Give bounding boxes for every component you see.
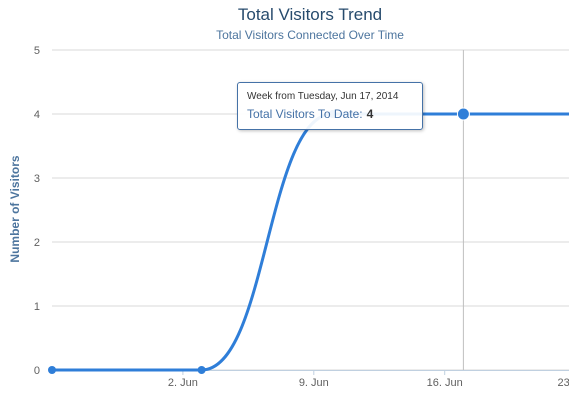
x-tick-label: 23. Jun	[558, 377, 569, 389]
y-tick-label: 2	[34, 237, 40, 249]
x-tick-label: 16. Jun	[427, 377, 463, 389]
y-tick-label: 5	[34, 45, 40, 57]
y-tick-label: 3	[34, 173, 40, 185]
x-tick-label: 2. Jun	[168, 377, 198, 389]
data-point	[197, 366, 206, 374]
y-tick-label: 0	[34, 365, 40, 377]
data-point	[48, 366, 56, 374]
chart-subtitle: Total Visitors Connected Over Time	[216, 28, 404, 42]
series-line	[51, 112, 569, 372]
chart-title: Total Visitors Trend	[237, 5, 383, 24]
data-point	[456, 107, 470, 121]
x-tick-label: 9. Jun	[299, 377, 329, 389]
y-tick-label: 4	[34, 109, 40, 121]
tooltip-header: Week from Tuesday, Jun 17, 2014	[247, 91, 399, 102]
tooltip-value: 4	[366, 107, 374, 121]
y-tick-label: 1	[34, 301, 40, 313]
tooltip-label: Total Visitors To Date:	[247, 107, 363, 121]
tooltip: Week from Tuesday, Jun 17, 2014 Total Vi…	[237, 82, 423, 130]
